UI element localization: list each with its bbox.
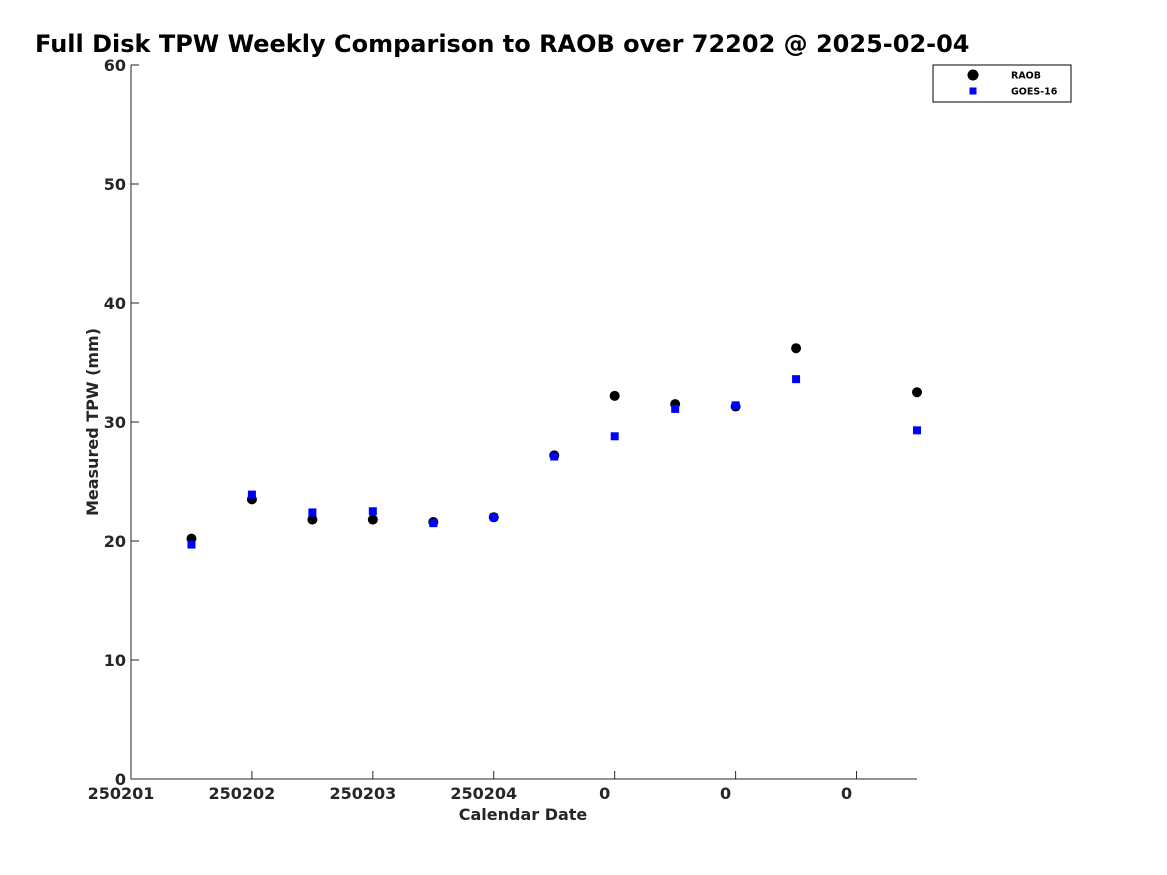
goes16-point (913, 426, 921, 435)
goes16-point (187, 540, 196, 549)
x-tick-label: 250201 (88, 784, 155, 803)
y-ticks: 0 10 20 30 40 50 60 (104, 56, 139, 789)
goes16-point (792, 375, 801, 384)
x-axis-label: Calendar Date (459, 805, 588, 824)
legend-label: GOES-16 (1011, 87, 1058, 98)
x-tick-label: 250204 (450, 784, 517, 803)
raob-point (912, 387, 922, 398)
raob-point (367, 514, 378, 525)
data-points (186, 343, 922, 549)
legend-goes16-marker (969, 87, 977, 95)
legend-box (932, 64, 1072, 103)
y-tick-label: 30 (104, 413, 126, 432)
goes16-point (671, 404, 680, 413)
goes16-point (731, 401, 740, 410)
raob-point (307, 514, 318, 525)
legend: RAOB GOES-16 (932, 64, 1072, 103)
x-ticks: 250201 250202 250203 250204 0 0 0 (88, 771, 858, 803)
goes16-point (368, 507, 377, 516)
goes16-point (308, 508, 317, 517)
plot-area (130, 65, 917, 780)
y-tick-label: 20 (104, 532, 126, 551)
goes16-point (429, 519, 438, 528)
y-tick-label: 50 (104, 175, 126, 194)
chart-title: Full Disk TPW Weekly Comparison to RAOB … (35, 30, 970, 58)
y-tick-label: 0 (115, 770, 126, 789)
legend-raob-marker (967, 69, 979, 81)
y-tick-label: 10 (104, 651, 126, 670)
y-tick-label: 60 (104, 56, 126, 75)
x-tick-label: 0 (720, 784, 731, 803)
y-axis-label: Measured TPW (mm) (83, 328, 102, 516)
legend-label: RAOB (1011, 71, 1041, 82)
goes16-point (610, 432, 619, 441)
x-tick-label: 250202 (209, 784, 276, 803)
goes16-point (489, 513, 498, 522)
raob-point (609, 390, 620, 401)
x-tick-label: 0 (599, 784, 610, 803)
raob-point (791, 343, 802, 354)
x-tick-label: 0 (841, 784, 852, 803)
x-tick-label: 250203 (329, 784, 396, 803)
y-tick-label: 40 (104, 294, 126, 313)
goes16-point (247, 490, 256, 499)
goes16-point (550, 452, 559, 461)
